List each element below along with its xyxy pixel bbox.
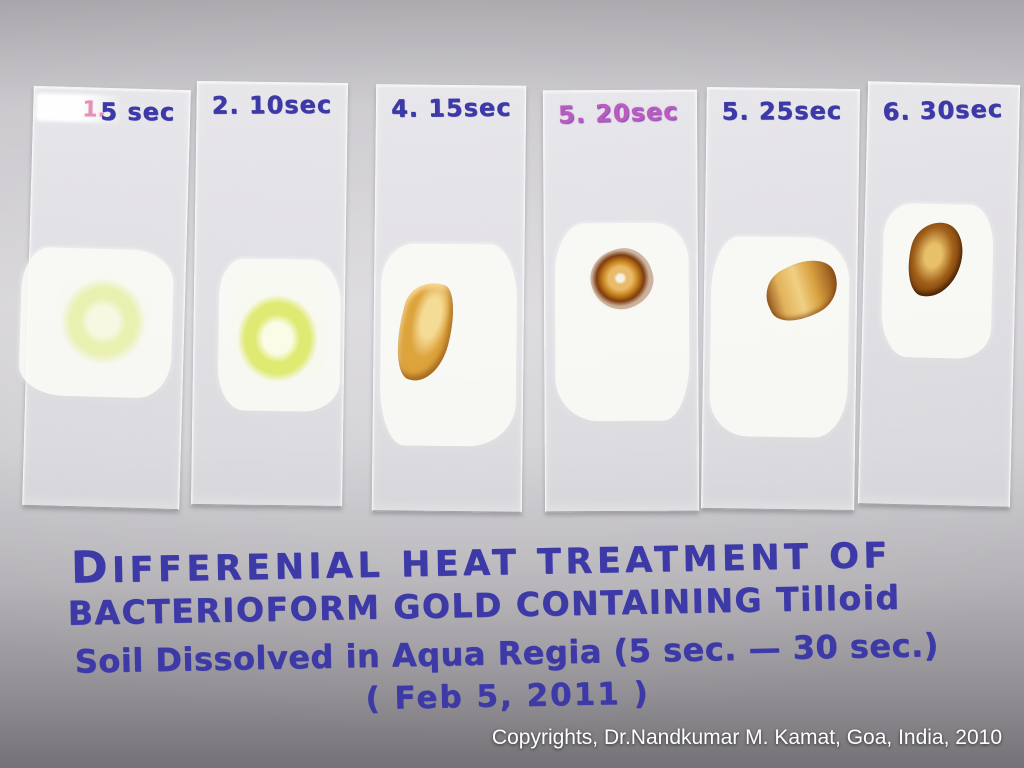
slide-label: 5. 25sec — [721, 96, 843, 126]
glass-slide-5: 5. 25sec — [701, 86, 860, 512]
caption-line-4: ( Feb 5, 2011 ) — [365, 675, 650, 717]
glass-slide-4: 5. 20sec — [542, 89, 700, 513]
slide-label: 6. 30sec — [882, 94, 1004, 127]
slide-label: 4. 15sec — [390, 93, 512, 123]
slide-label: 5 sec — [100, 97, 176, 127]
copyright-watermark: Copyrights, Dr.Nandkumar M. Kamat, Goa, … — [491, 726, 1002, 749]
slide-label: 2. 10sec — [211, 90, 333, 120]
glass-slide-2: 2. 10sec — [191, 80, 348, 508]
slide-label: 5. 20sec — [557, 97, 679, 130]
specimen-smear-10sec — [231, 270, 328, 388]
glass-slide-1: 1. 5 sec — [18, 85, 191, 511]
glass-slide-6: 6. 30sec — [857, 81, 1021, 508]
caption-line-3: Soil Dissolved in Aqua Regia (5 sec. — 3… — [74, 625, 940, 681]
glass-slide-3: 4. 15sec — [371, 84, 527, 513]
handwritten-caption: DIFFERENIAL HEAT TREATMENT OF BACTERIOFO… — [0, 0, 1024, 717]
